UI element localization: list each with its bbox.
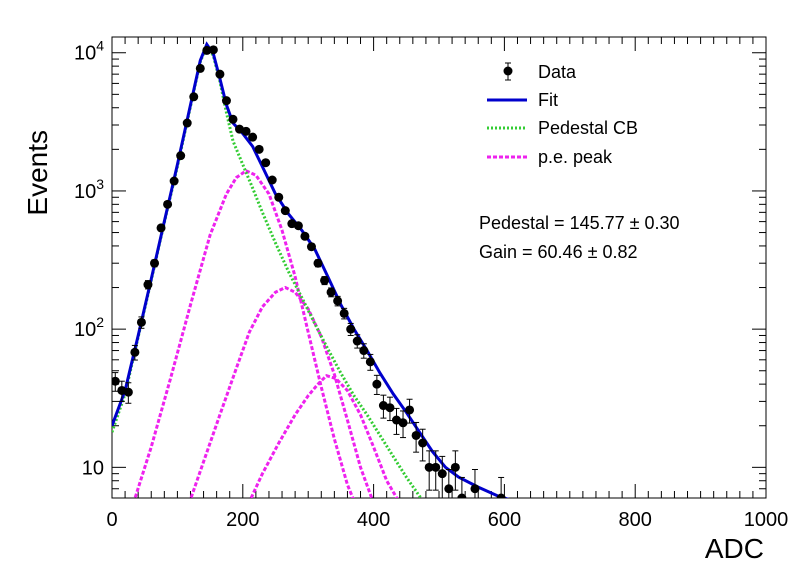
data-point [470, 469, 480, 498]
x-tick-label: 600 [488, 509, 521, 531]
data-point [150, 258, 160, 268]
data-point [359, 343, 369, 359]
data-point [411, 421, 421, 453]
data-point [300, 231, 310, 241]
data-point [326, 287, 336, 298]
data-point [163, 199, 173, 209]
y-tick-label: 102 [74, 314, 104, 341]
data-point [365, 353, 375, 371]
data-point [136, 316, 146, 329]
data-point [202, 45, 212, 55]
data-point [156, 223, 166, 233]
legend-data-marker [503, 62, 513, 81]
legend-label-fit: Fit [538, 90, 558, 110]
y-axis-label: Events [22, 130, 53, 216]
pedestal-annotation: Pedestal = 145.77 ± 0.30 [479, 213, 680, 233]
data-point [496, 476, 506, 498]
curve-pedestal-cb [112, 42, 424, 498]
data-point [215, 69, 225, 79]
x-tick-label: 800 [619, 509, 652, 531]
data-point [293, 221, 303, 231]
x-axis-ticks: 0 200 400 600 800 1000 [106, 37, 788, 531]
gain-annotation: Gain = 60.46 ± 0.82 [479, 242, 638, 262]
y-axis-ticks: 10 102 103 104 [74, 38, 766, 499]
data-point [306, 242, 316, 252]
data-point [143, 280, 153, 290]
data-point [385, 396, 395, 422]
data-point [112, 372, 120, 392]
data-point [182, 118, 192, 128]
data-point [450, 450, 460, 491]
y-tick-label: 10 [82, 457, 104, 479]
data-point [123, 382, 133, 404]
x-tick-label: 1000 [744, 509, 789, 531]
data-point [176, 151, 186, 161]
x-axis-label: ADC [705, 533, 764, 564]
data-point [444, 469, 454, 498]
data-point [437, 455, 447, 498]
data-point [189, 92, 199, 102]
data-point [280, 206, 290, 216]
legend-label-pedestal: Pedestal CB [538, 118, 638, 138]
legend-label-data: Data [538, 62, 577, 82]
data-point [130, 344, 140, 361]
data-point [346, 322, 356, 336]
x-tick-label: 400 [357, 509, 390, 531]
data-point [313, 258, 323, 268]
data-point [372, 374, 382, 395]
data-point [398, 410, 408, 439]
data-point [418, 428, 428, 462]
data-point [431, 450, 441, 491]
data-points [112, 45, 506, 498]
data-point [333, 295, 343, 307]
x-tick-label: 200 [226, 509, 259, 531]
data-point [254, 144, 264, 154]
data-point [221, 96, 231, 106]
curves [112, 41, 510, 498]
curve-p-e-peak-2 [189, 285, 374, 498]
curve-fit [112, 41, 510, 498]
data-point [195, 63, 205, 73]
data-point [457, 476, 467, 498]
data-point [261, 158, 271, 168]
legend-label-pe: p.e. peak [538, 147, 613, 167]
y-tick-label: 103 [74, 176, 104, 203]
data-point [339, 307, 349, 320]
y-tick-label: 104 [74, 38, 104, 65]
curve-p-e-peak-1 [133, 169, 355, 498]
x-tick-label: 0 [106, 509, 117, 531]
data-point [241, 126, 251, 136]
data-point [208, 45, 218, 55]
data-point [267, 175, 277, 185]
data-point [228, 114, 238, 124]
curve-p-e-peak-3 [249, 374, 399, 498]
legend: Data Fit Pedestal CB p.e. peak [487, 62, 638, 167]
plot-frame [111, 36, 767, 499]
data-point [352, 334, 362, 349]
data-point [424, 450, 434, 491]
data-point [169, 176, 179, 186]
data-point [274, 192, 284, 202]
data-point [320, 275, 330, 286]
data-point [248, 132, 258, 142]
data-point [405, 398, 415, 424]
